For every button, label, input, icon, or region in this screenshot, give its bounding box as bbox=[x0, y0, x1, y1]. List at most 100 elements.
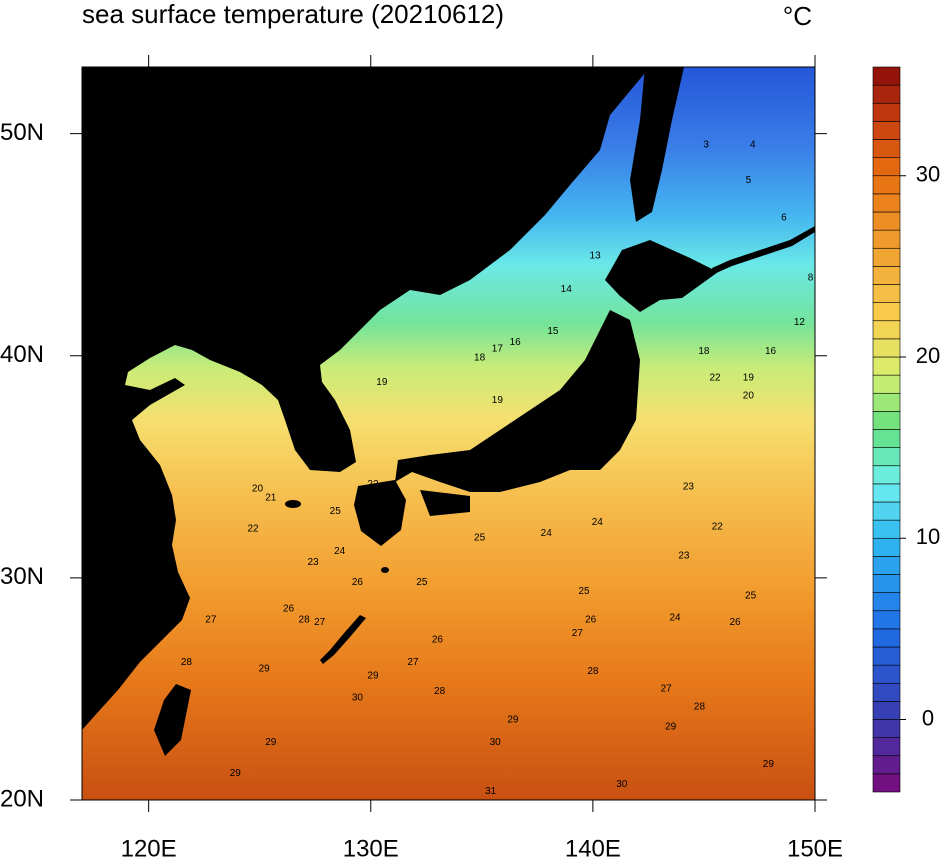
contour-label: 26 bbox=[729, 617, 741, 628]
colorbar-tick-label: 10 bbox=[916, 524, 940, 549]
contour-label: 27 bbox=[314, 617, 326, 628]
y-tick-label: 50N bbox=[0, 119, 44, 146]
x-tick-label: 140E bbox=[565, 835, 621, 858]
contour-label: 17 bbox=[492, 344, 504, 355]
honshu bbox=[395, 310, 640, 492]
colorbar-box bbox=[872, 247, 901, 267]
contour-label: 25 bbox=[474, 533, 486, 544]
contour-label: 25 bbox=[578, 586, 590, 597]
colorbar-box bbox=[872, 574, 901, 593]
contour-label: 28 bbox=[181, 657, 193, 668]
contour-label: 27 bbox=[407, 657, 419, 668]
colorbar-box bbox=[872, 302, 901, 322]
contour-label: 12 bbox=[794, 317, 806, 328]
taiwan bbox=[154, 684, 191, 756]
contour-labels: 1314151617181919202122232425222525262628… bbox=[181, 139, 814, 796]
contour-label: 26 bbox=[432, 635, 444, 646]
colorbar-box bbox=[872, 719, 901, 738]
y-tick-label: 30N bbox=[0, 563, 44, 590]
colorbar-box bbox=[872, 102, 901, 122]
colorbar-box bbox=[872, 66, 901, 86]
ryukyu bbox=[320, 615, 366, 664]
contour-label: 24 bbox=[334, 546, 346, 557]
y-tick-label: 20N bbox=[0, 785, 44, 812]
colorbar-box bbox=[872, 229, 901, 249]
contour-label: 4 bbox=[750, 139, 756, 150]
colorbar-box bbox=[872, 628, 901, 648]
contour-label: 29 bbox=[367, 670, 379, 681]
contour-label: 29 bbox=[763, 759, 775, 770]
contour-label: 28 bbox=[587, 666, 599, 677]
contour-label: 27 bbox=[205, 615, 217, 626]
colorbar-box bbox=[872, 429, 901, 448]
colorbar-box bbox=[872, 519, 901, 539]
contour-label: 15 bbox=[547, 326, 559, 337]
chart-title: sea surface temperature (20210612) bbox=[82, 0, 504, 29]
kyushu bbox=[354, 480, 406, 546]
contour-label: 31 bbox=[485, 786, 497, 797]
contour-label: 29 bbox=[507, 715, 519, 726]
colorbar-box bbox=[872, 211, 901, 231]
colorbar: 0 10 20 30 bbox=[872, 66, 940, 793]
mainland bbox=[82, 67, 650, 730]
jeju bbox=[285, 500, 301, 508]
contour-label: 19 bbox=[743, 373, 755, 384]
contour-label: 5 bbox=[746, 175, 752, 186]
colorbar-box bbox=[872, 610, 901, 630]
colorbar-box bbox=[872, 556, 901, 575]
colorbar-box bbox=[872, 682, 901, 702]
colorbar-box bbox=[872, 737, 901, 757]
x-tick-label: 130E bbox=[343, 835, 399, 858]
plot-frame bbox=[81, 66, 816, 801]
land bbox=[82, 67, 815, 756]
contour-label: 26 bbox=[283, 604, 295, 615]
contour-label: 6 bbox=[781, 213, 787, 224]
sakhalin bbox=[630, 67, 684, 222]
colorbar-box bbox=[872, 483, 901, 503]
contour-label: 24 bbox=[670, 613, 682, 624]
colorbar-box bbox=[872, 465, 901, 485]
colorbar-box bbox=[872, 392, 901, 412]
contour-label: 22 bbox=[712, 521, 724, 532]
colorbar-box bbox=[872, 284, 901, 303]
contour-label: 27 bbox=[661, 684, 673, 695]
colorbar-box bbox=[872, 356, 901, 376]
contour-label: 26 bbox=[585, 615, 597, 626]
colorbar-box bbox=[872, 266, 901, 285]
colorbar-box bbox=[872, 501, 901, 521]
contour-label: 8 bbox=[808, 273, 814, 284]
colorbar-box bbox=[872, 157, 901, 177]
contour-label: 29 bbox=[665, 721, 677, 732]
colorbar-tick-label: 0 bbox=[922, 705, 934, 730]
colorbar-box bbox=[872, 411, 901, 430]
colorbar-box bbox=[872, 447, 901, 467]
colorbar-box bbox=[872, 592, 901, 612]
contour-label: 24 bbox=[592, 517, 604, 528]
colorbar-tick-label: 20 bbox=[916, 343, 940, 368]
contour-label: 20 bbox=[743, 390, 755, 401]
contour-label: 22 bbox=[247, 524, 259, 535]
contour-label: 23 bbox=[678, 550, 690, 561]
colorbar-box bbox=[872, 755, 901, 775]
colorbar-box bbox=[872, 664, 901, 684]
colorbar-box bbox=[872, 374, 901, 394]
contour-label: 23 bbox=[307, 557, 319, 568]
contour-label: 30 bbox=[352, 692, 364, 703]
contour-label: 3 bbox=[703, 139, 709, 150]
colorbar-tick-label: 30 bbox=[916, 162, 940, 187]
contour-label: 14 bbox=[561, 284, 573, 295]
contour-label: 30 bbox=[616, 779, 628, 790]
x-tick-label: 150E bbox=[787, 835, 843, 858]
contour-label: 16 bbox=[510, 337, 522, 348]
colorbar-box bbox=[872, 193, 901, 213]
hokkaido bbox=[605, 240, 718, 312]
contour-label: 26 bbox=[352, 577, 364, 588]
contour-label: 25 bbox=[330, 506, 342, 517]
contour-label: 25 bbox=[416, 577, 428, 588]
contour-label: 18 bbox=[698, 346, 710, 357]
contour-label: 25 bbox=[745, 590, 757, 601]
contour-label: 23 bbox=[683, 481, 695, 492]
x-tick-label: 120E bbox=[121, 835, 177, 858]
colorbar-box bbox=[872, 773, 901, 793]
